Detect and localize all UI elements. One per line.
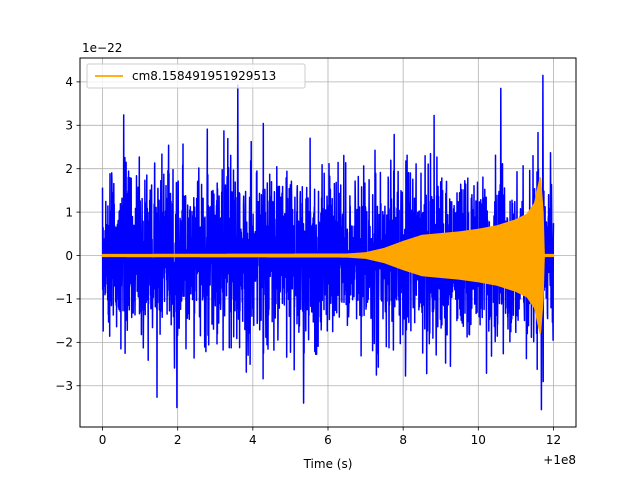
legend: cm8.158491951929513: [86, 63, 306, 89]
x-offset-label: +1e8: [543, 453, 576, 467]
x-tick-label: 6: [324, 433, 332, 447]
series-noise-line: [101, 74, 555, 411]
y-tick-label: 4: [65, 75, 73, 89]
x-tick-label: 12: [546, 433, 561, 447]
y-tick-label: 1: [65, 205, 73, 219]
y-tick-label: −2: [55, 336, 73, 350]
x-tick-label: 0: [99, 433, 107, 447]
series-layer: [101, 74, 555, 411]
legend-box: [86, 63, 306, 89]
x-tick-label: 10: [471, 433, 486, 447]
y-tick-label: −1: [55, 292, 73, 306]
x-tick-label: 4: [249, 433, 257, 447]
series-chirp-line: [101, 176, 555, 335]
y-tick-label: 3: [65, 119, 73, 133]
y-tick-label: 0: [65, 249, 73, 263]
x-tick-label: 2: [174, 433, 182, 447]
y-tick-label: −3: [55, 379, 73, 393]
x-tick-label: 8: [399, 433, 407, 447]
legend-label: cm8.158491951929513: [132, 69, 276, 83]
y-scale-label: 1e−22: [82, 41, 122, 55]
x-axis-label: Time (s): [303, 457, 353, 471]
y-tick-label: 2: [65, 162, 73, 176]
